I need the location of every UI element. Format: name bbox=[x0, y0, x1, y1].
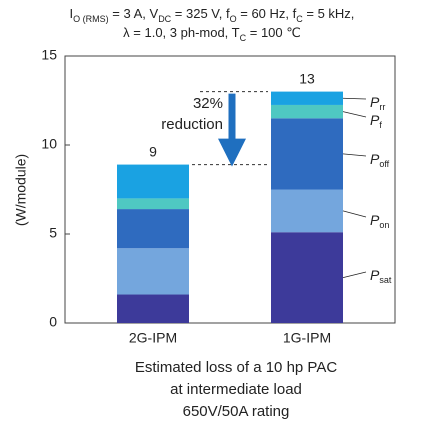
bar-segment bbox=[271, 232, 343, 323]
bar-segment bbox=[117, 198, 189, 210]
bar-segment bbox=[117, 294, 189, 323]
condition-text: = 3 A, V bbox=[109, 6, 159, 21]
series-subscript: off bbox=[379, 159, 389, 169]
caption: 650V/50A rating bbox=[183, 403, 290, 420]
leader-line bbox=[342, 153, 367, 157]
series-symbol: P bbox=[370, 94, 380, 110]
bar-segment bbox=[271, 118, 343, 190]
leader-line bbox=[342, 271, 367, 278]
bar-segment bbox=[117, 164, 189, 199]
leader-line bbox=[342, 97, 367, 100]
series-subscript: on bbox=[379, 220, 389, 230]
caption: Estimated loss of a 10 hp PAC bbox=[135, 359, 337, 376]
x-tick-label: 1G-IPM bbox=[283, 330, 331, 346]
subscript: DC bbox=[158, 14, 171, 24]
y-tick-label: 15 bbox=[41, 47, 57, 63]
x-tick-label: 2G-IPM bbox=[129, 330, 177, 346]
subscript: C bbox=[240, 33, 247, 43]
plot-frame bbox=[64, 55, 396, 324]
bar-segment bbox=[271, 104, 343, 119]
condition-line: λ = 1.0, 3 ph-mod, TC = 100 ℃ bbox=[123, 25, 301, 43]
reduction-label: reduction bbox=[161, 116, 223, 133]
subscript: C bbox=[296, 14, 303, 24]
subscript: O (RMS) bbox=[73, 14, 109, 24]
caption: at intermediate load bbox=[170, 381, 302, 398]
y-tick-label: 10 bbox=[41, 136, 57, 152]
condition-text: I bbox=[70, 6, 74, 21]
bar-segment bbox=[117, 248, 189, 295]
condition-text: = 325 V, f bbox=[171, 6, 230, 21]
total-label: 13 bbox=[299, 70, 315, 86]
series-subscript: sat bbox=[379, 275, 392, 285]
condition-text: λ = 1.0, 3 ph-mod, T bbox=[123, 25, 240, 40]
series-label: Pon bbox=[370, 212, 389, 231]
series-label: Poff bbox=[370, 151, 390, 170]
leader-line bbox=[342, 111, 367, 118]
series-label: Pf bbox=[370, 112, 382, 131]
y-tick-label: 5 bbox=[49, 225, 57, 241]
reduction-label: 32% bbox=[193, 95, 223, 112]
series-symbol: P bbox=[370, 112, 380, 128]
bar-segment bbox=[271, 91, 343, 105]
condition-line: IO (RMS) = 3 A, VDC = 325 V, fO = 60 Hz,… bbox=[70, 6, 355, 24]
subscript: O bbox=[230, 14, 237, 24]
series-subscript: rr bbox=[379, 102, 385, 112]
condition-text: = 5 kHz, bbox=[303, 6, 355, 21]
total-label: 9 bbox=[149, 143, 157, 159]
bar-segment bbox=[117, 209, 189, 249]
bar-segment bbox=[271, 189, 343, 233]
series-symbol: P bbox=[370, 212, 380, 228]
condition-text: = 60 Hz, f bbox=[237, 6, 297, 21]
y-tick-label: 0 bbox=[49, 314, 57, 330]
series-subscript: f bbox=[379, 120, 382, 130]
y-axis-label: (W/module) bbox=[13, 154, 29, 226]
series-label: Prr bbox=[370, 94, 385, 113]
series-symbol: P bbox=[370, 151, 380, 167]
series-label: Psat bbox=[370, 267, 392, 286]
series-symbol: P bbox=[370, 267, 380, 283]
condition-text: = 100 ℃ bbox=[246, 25, 301, 40]
leader-line bbox=[342, 210, 367, 218]
